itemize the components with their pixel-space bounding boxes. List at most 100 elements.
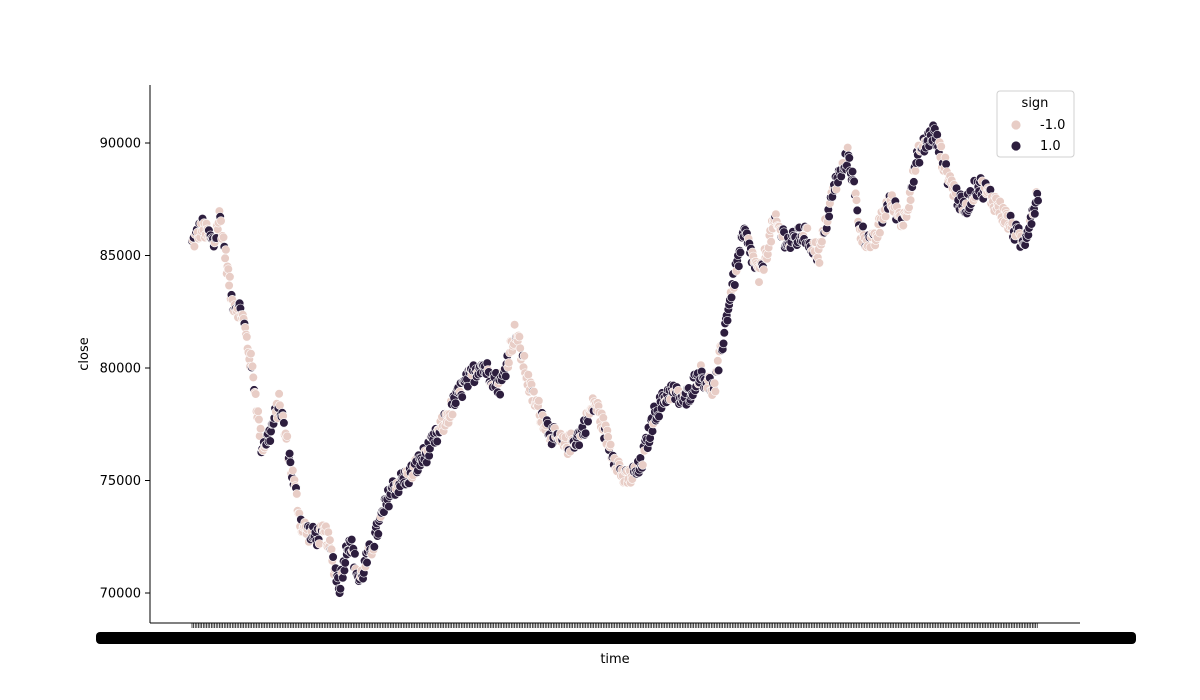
y-tick-label: 75000 [100, 474, 141, 489]
point-sign-pos [1033, 196, 1043, 206]
point-sign-neg [534, 396, 544, 406]
point-sign-neg [253, 406, 263, 416]
point-sign-neg [817, 237, 827, 247]
point-sign-neg [802, 223, 812, 233]
point-sign-neg [814, 258, 825, 268]
point-sign-neg [254, 414, 264, 425]
point-sign-neg [598, 413, 608, 423]
point-sign-pos [501, 371, 511, 381]
point-sign-neg [910, 166, 921, 176]
point-sign-pos [285, 457, 296, 467]
point-sign-neg [851, 195, 862, 205]
point-sign-pos [362, 557, 372, 568]
point-sign-neg [323, 527, 333, 537]
y-tick-label: 85000 [100, 249, 141, 264]
x-ticks [96, 623, 1136, 644]
point-sign-pos [718, 338, 729, 349]
point-sign-neg [274, 389, 284, 399]
y-tick-label: 90000 [100, 137, 141, 152]
y-ticks: 70000 75000 80000 85000 90000 [100, 137, 150, 602]
y-tick-label: 80000 [100, 362, 141, 377]
point-sign-neg [282, 431, 292, 441]
point-sign-neg [325, 535, 335, 545]
point-sign-neg [246, 349, 256, 359]
point-sign-neg [875, 228, 885, 238]
point-sign-neg [523, 370, 533, 380]
point-sign-neg [292, 489, 302, 499]
point-sign-neg [880, 211, 891, 222]
point-sign-pos [279, 418, 289, 428]
legend-frame [996, 90, 1075, 158]
point-sign-pos [734, 261, 744, 271]
point-sign-pos [583, 416, 593, 427]
point-sign-neg [218, 232, 229, 242]
y-tick-label: 70000 [100, 587, 141, 602]
point-sign-neg [529, 387, 539, 397]
point-sign-pos [654, 411, 664, 422]
point-sign-pos [328, 552, 338, 562]
point-sign-pos [941, 159, 951, 169]
point-sign-neg [251, 389, 261, 399]
point-sign-pos [265, 436, 275, 446]
point-sign-pos [350, 549, 360, 559]
point-sign-neg [713, 356, 723, 366]
point-sign-neg [224, 280, 234, 291]
point-sign-pos [580, 428, 591, 438]
point-sign-neg [936, 141, 946, 152]
point-sign-neg [519, 351, 529, 361]
points-layer [187, 120, 1043, 598]
y-axis-label: close [77, 337, 92, 370]
point-sign-neg [288, 465, 298, 476]
point-sign-pos [726, 292, 737, 303]
point-sign-pos [432, 436, 442, 447]
point-sign-neg [710, 386, 721, 397]
point-sign-neg [221, 245, 231, 255]
legend-label-pos: 1.0 [1040, 139, 1061, 154]
point-sign-neg [242, 332, 252, 342]
point-sign-pos [451, 398, 461, 408]
point-sign-neg [248, 372, 258, 383]
point-sign-neg [898, 221, 908, 231]
point-sign-pos [384, 501, 394, 512]
point-sign-pos [858, 221, 868, 232]
point-sign-neg [905, 195, 916, 205]
point-sign-neg [256, 424, 266, 434]
point-sign-neg [504, 358, 514, 368]
point-sign-neg [603, 432, 613, 442]
point-sign-neg [754, 277, 764, 287]
point-sign-pos [373, 529, 383, 539]
point-sign-pos [1005, 211, 1016, 221]
point-sign-neg [189, 241, 199, 252]
x-tick-labels-overlapping [96, 632, 1136, 644]
point-sign-pos [495, 390, 505, 400]
point-sign-neg [326, 544, 337, 554]
point-sign-pos [849, 176, 859, 186]
legend-title: sign [1022, 96, 1049, 111]
point-sign-pos [1030, 209, 1040, 219]
point-sign-neg [759, 265, 769, 275]
point-sign-pos [369, 542, 379, 552]
point-sign-neg [843, 143, 853, 153]
point-sign-neg [638, 460, 648, 470]
point-sign-pos [285, 449, 295, 459]
point-sign-pos [347, 534, 357, 545]
point-sign-neg [223, 264, 233, 274]
point-sign-pos [340, 558, 350, 568]
point-sign-neg [447, 410, 458, 420]
point-sign-pos [574, 440, 584, 450]
point-sign-neg [904, 203, 914, 213]
legend: sign -1.0 1.0 [996, 90, 1075, 158]
point-sign-neg [247, 361, 258, 371]
point-sign-pos [824, 211, 834, 222]
point-sign-pos [932, 130, 942, 140]
point-sign-neg [766, 237, 776, 247]
legend-label-neg: -1.0 [1040, 118, 1065, 133]
point-sign-pos [339, 565, 350, 576]
x-axis-label: time [600, 652, 629, 667]
point-sign-pos [909, 177, 919, 187]
legend-marker-neg [1010, 119, 1022, 131]
point-sign-pos [847, 167, 858, 177]
point-sign-pos [852, 205, 862, 215]
